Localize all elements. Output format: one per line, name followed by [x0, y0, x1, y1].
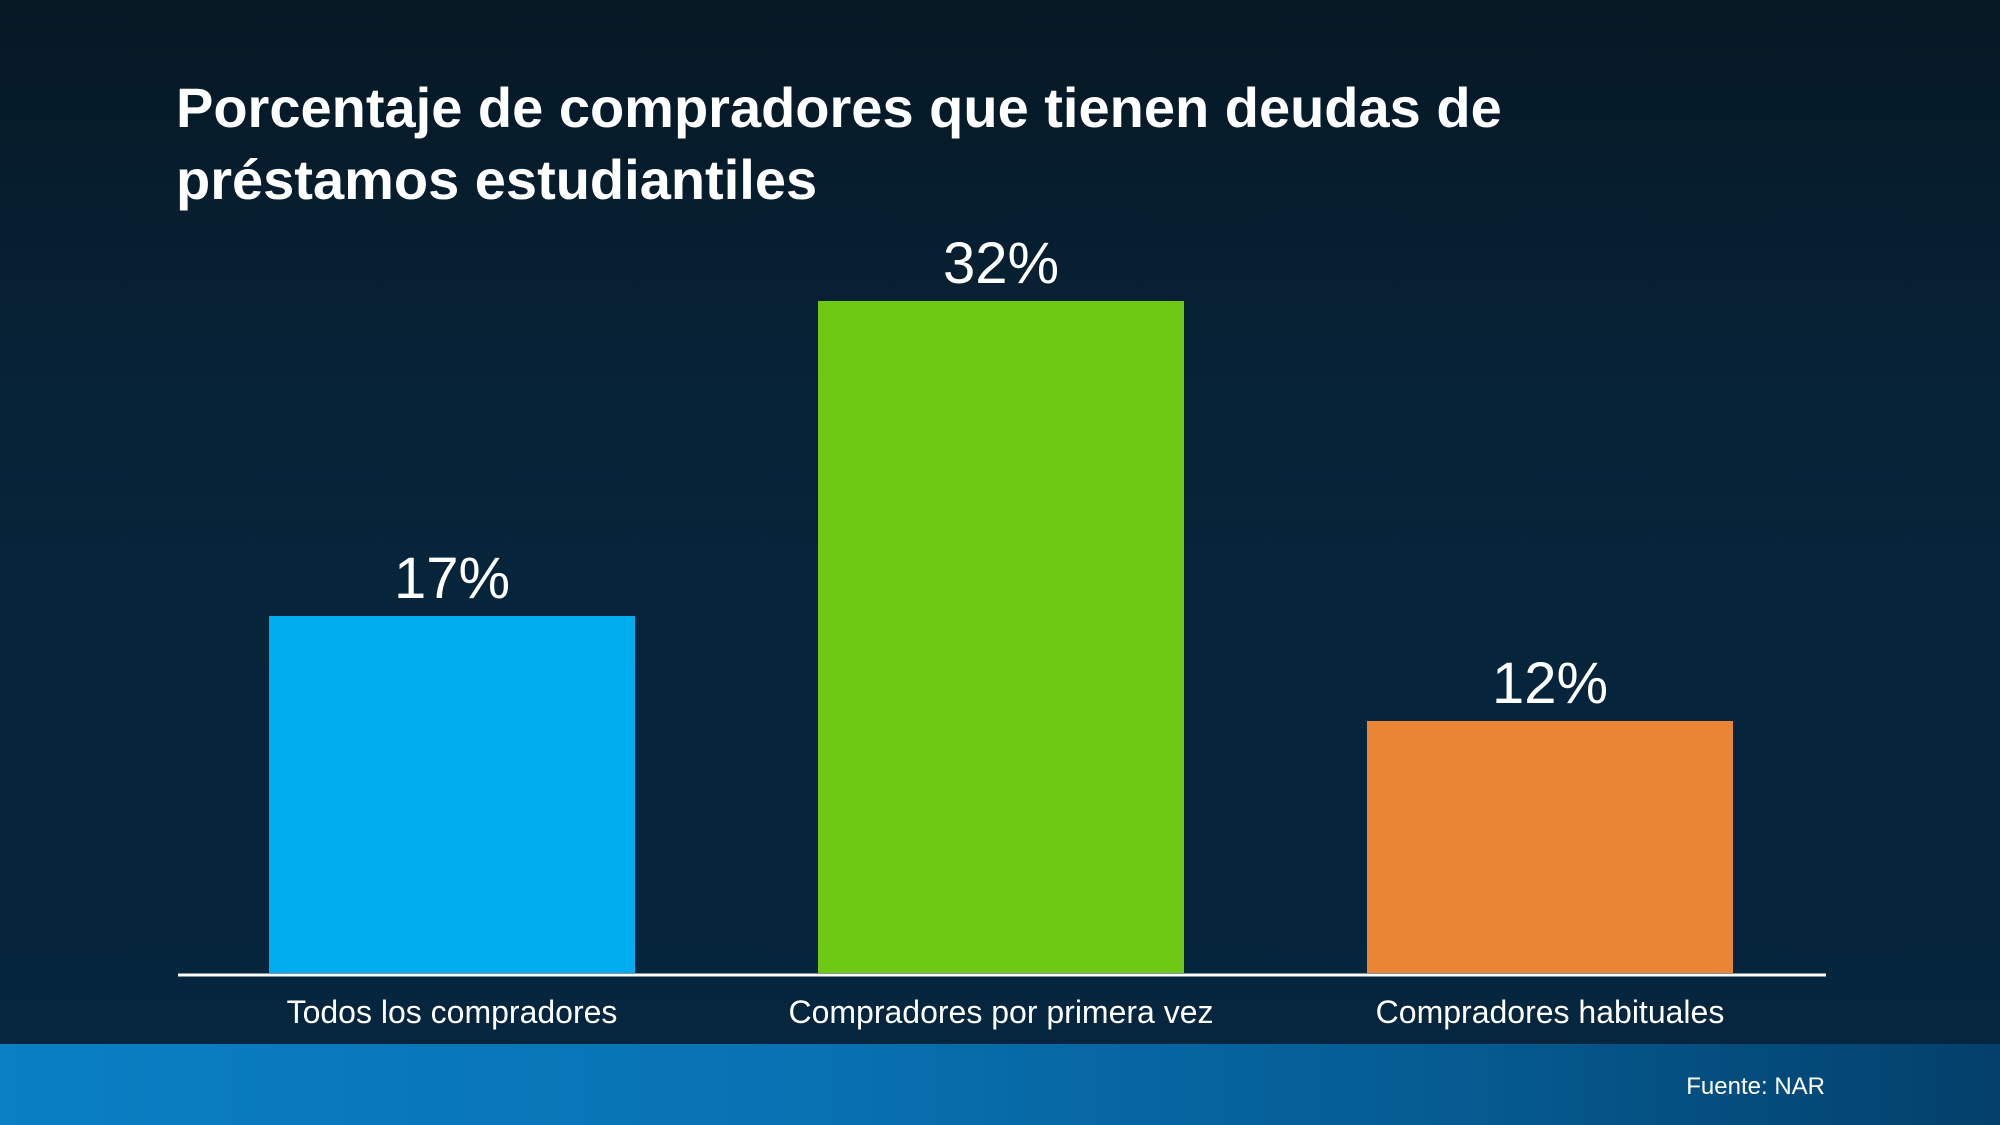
category-label-3: Compradores habituales: [1376, 994, 1725, 1030]
data-label-1: 17%: [394, 546, 510, 611]
data-label-2: 32%: [943, 231, 1059, 296]
category-label-1: Todos los compradores: [287, 994, 618, 1030]
data-label-3: 12%: [1492, 651, 1608, 716]
source-note: Fuente: NAR: [1686, 1073, 1825, 1100]
bars-layer: [269, 301, 1733, 973]
chart-title: Porcentaje de compradores que tienen deu…: [176, 76, 1502, 211]
bar-3: [1367, 721, 1733, 973]
category-label-2: Compradores por primera vez: [788, 994, 1213, 1030]
bar-2: [818, 301, 1184, 973]
bar-1: [269, 616, 635, 973]
labels-layer: 17% Todos los compradores 32% Compradores p…: [287, 231, 1725, 1030]
footer-band: Fuente: NAR: [0, 1044, 2000, 1125]
